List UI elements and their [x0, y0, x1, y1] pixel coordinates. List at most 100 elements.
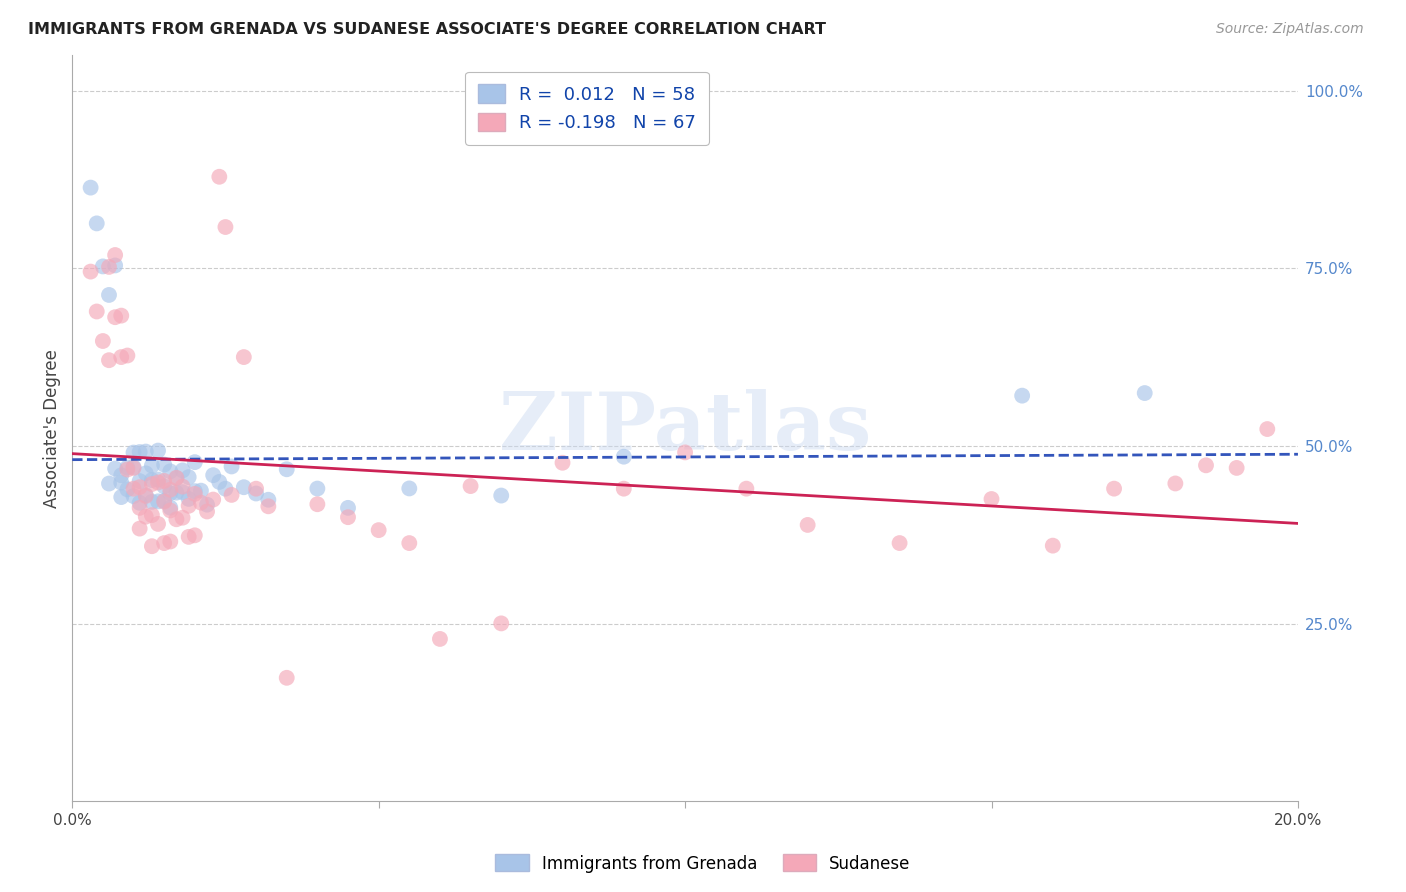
Point	[86, 216, 108, 230]
Point	[141, 539, 163, 553]
Point	[98, 288, 121, 302]
Point	[276, 671, 298, 685]
Text: Source: ZipAtlas.com: Source: ZipAtlas.com	[1216, 22, 1364, 37]
Point	[141, 508, 163, 522]
Point	[245, 482, 267, 496]
Point	[172, 510, 194, 524]
Point	[1102, 482, 1125, 496]
Point	[135, 509, 157, 524]
Point	[489, 489, 512, 503]
Point	[135, 444, 157, 458]
Point	[307, 497, 329, 511]
Point	[128, 445, 150, 459]
Point	[184, 484, 207, 499]
Point	[104, 461, 127, 475]
Point	[1164, 476, 1187, 491]
Legend: R =  0.012   N = 58, R = -0.198   N = 67: R = 0.012 N = 58, R = -0.198 N = 67	[465, 71, 709, 145]
Point	[735, 482, 758, 496]
Point	[153, 474, 176, 488]
Point	[214, 220, 236, 235]
Point	[110, 490, 132, 504]
Point	[159, 486, 181, 500]
Point	[153, 458, 176, 472]
Point	[613, 482, 636, 496]
Point	[165, 485, 187, 500]
Point	[153, 494, 176, 508]
Point	[141, 458, 163, 473]
Point	[117, 462, 139, 476]
Legend: Immigrants from Grenada, Sudanese: Immigrants from Grenada, Sudanese	[489, 847, 917, 880]
Y-axis label: Associate's Degree: Associate's Degree	[44, 349, 60, 508]
Point	[1195, 458, 1218, 473]
Point	[177, 470, 200, 484]
Point	[141, 477, 163, 491]
Point	[195, 498, 218, 512]
Point	[141, 473, 163, 487]
Point	[110, 475, 132, 490]
Point	[79, 264, 101, 278]
Point	[86, 304, 108, 318]
Point	[245, 486, 267, 500]
Point	[307, 482, 329, 496]
Point	[398, 482, 420, 496]
Point	[135, 489, 157, 503]
Point	[1011, 389, 1033, 403]
Point	[184, 528, 207, 542]
Point	[172, 463, 194, 477]
Point	[98, 476, 121, 491]
Point	[889, 536, 911, 550]
Point	[110, 309, 132, 323]
Point	[98, 260, 121, 274]
Point	[165, 471, 187, 485]
Point	[159, 483, 181, 497]
Point	[128, 522, 150, 536]
Point	[122, 461, 145, 475]
Point	[159, 500, 181, 515]
Point	[190, 496, 212, 510]
Point	[232, 350, 254, 364]
Point	[153, 479, 176, 493]
Point	[165, 512, 187, 526]
Point	[91, 260, 114, 274]
Point	[202, 468, 225, 483]
Point	[146, 494, 169, 508]
Point	[208, 475, 231, 489]
Point	[460, 479, 482, 493]
Point	[195, 504, 218, 518]
Point	[128, 474, 150, 488]
Point	[177, 499, 200, 513]
Point	[104, 310, 127, 325]
Point	[551, 456, 574, 470]
Point	[184, 455, 207, 469]
Point	[146, 443, 169, 458]
Point	[177, 491, 200, 506]
Point	[257, 492, 280, 507]
Point	[613, 450, 636, 464]
Point	[337, 500, 360, 515]
Point	[398, 536, 420, 550]
Point	[141, 495, 163, 509]
Point	[135, 467, 157, 481]
Point	[1133, 386, 1156, 401]
Point	[128, 500, 150, 515]
Point	[110, 468, 132, 483]
Point	[153, 494, 176, 508]
Point	[367, 523, 389, 537]
Point	[1042, 539, 1064, 553]
Point	[128, 480, 150, 494]
Point	[165, 471, 187, 485]
Point	[208, 169, 231, 184]
Point	[221, 488, 243, 502]
Point	[146, 475, 169, 490]
Point	[202, 492, 225, 507]
Point	[117, 349, 139, 363]
Point	[177, 530, 200, 544]
Point	[122, 489, 145, 503]
Point	[104, 248, 127, 262]
Point	[146, 473, 169, 487]
Point	[337, 510, 360, 524]
Point	[257, 500, 280, 514]
Point	[122, 445, 145, 459]
Text: IMMIGRANTS FROM GRENADA VS SUDANESE ASSOCIATE'S DEGREE CORRELATION CHART: IMMIGRANTS FROM GRENADA VS SUDANESE ASSO…	[28, 22, 827, 37]
Point	[172, 480, 194, 494]
